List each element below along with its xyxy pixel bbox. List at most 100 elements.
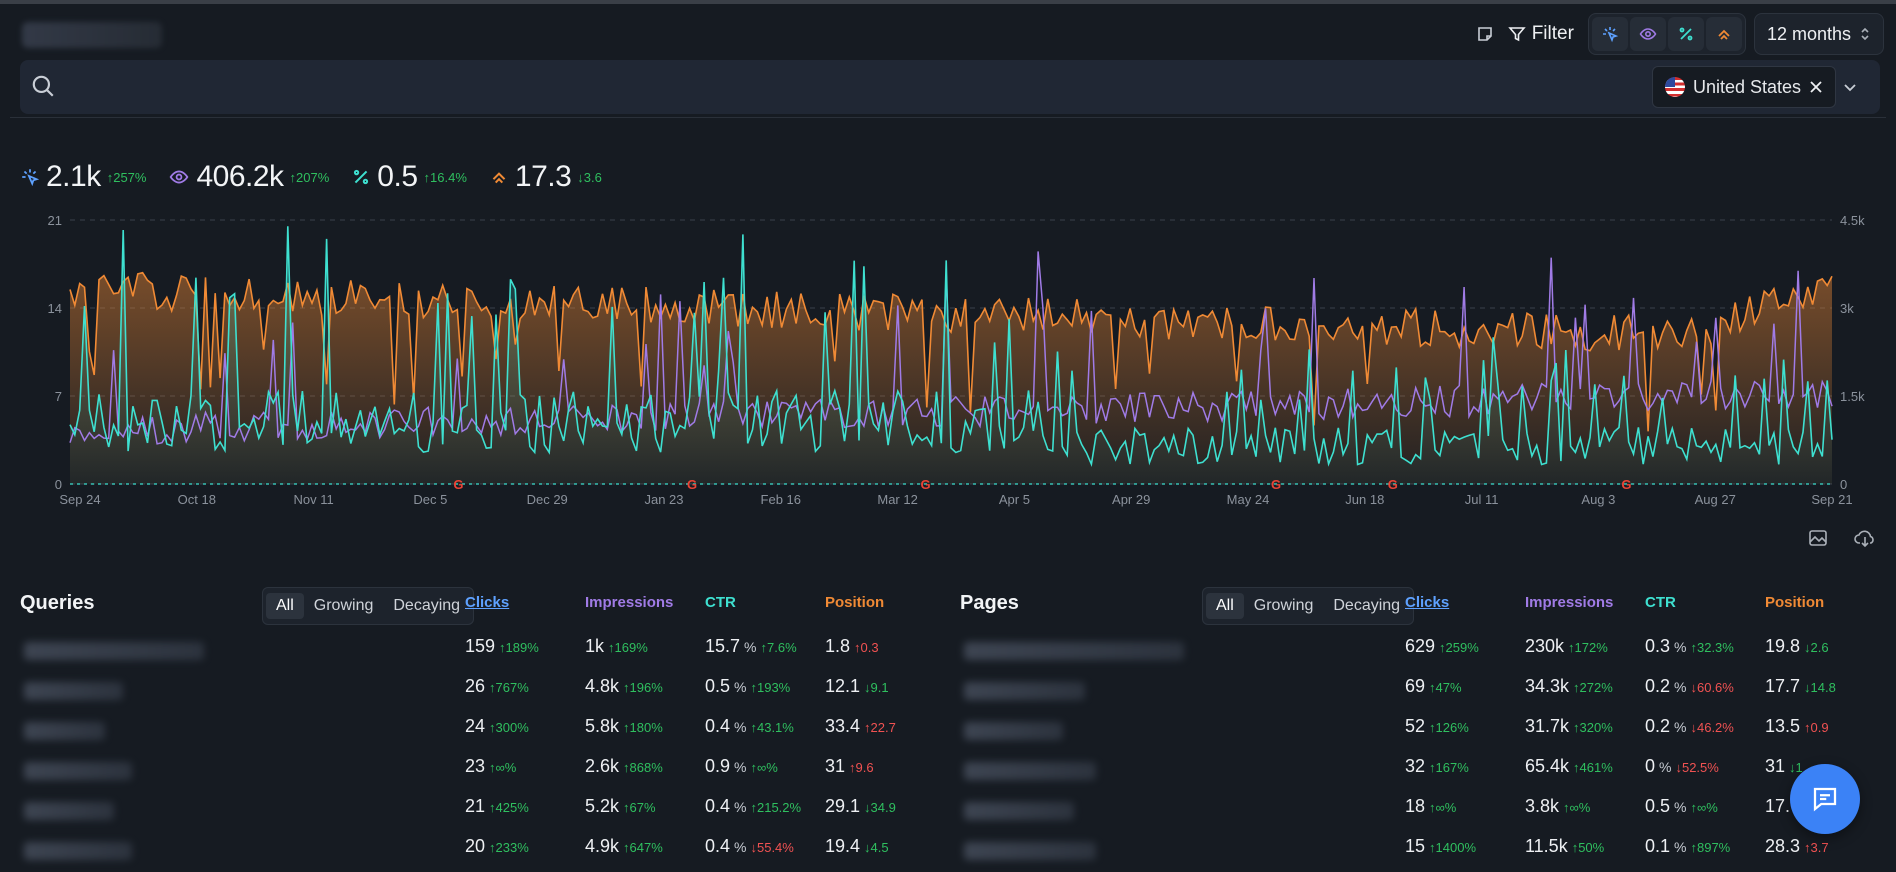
- search-input[interactable]: [72, 70, 1656, 106]
- ctr-line: [69, 226, 1833, 468]
- pages-cell: 31.7k ↑320%: [1525, 716, 1613, 737]
- pages-cell: 0.2% ↓60.6%: [1645, 676, 1734, 697]
- queries-row-label-blurred[interactable]: [24, 682, 123, 700]
- x-tick-label: Oct 18: [178, 492, 216, 507]
- queries-row-label-blurred[interactable]: [24, 802, 114, 820]
- queries-row-label-blurred[interactable]: [24, 762, 132, 780]
- site-name-blurred[interactable]: [22, 22, 162, 48]
- percent-unit: %: [734, 719, 747, 735]
- cell-delta: ↓2.6: [1804, 640, 1829, 655]
- pages-cell: 32 ↑167%: [1405, 756, 1469, 777]
- pages-tab-decaying[interactable]: Decaying: [1333, 597, 1401, 614]
- filter-button[interactable]: Filter: [1502, 17, 1588, 51]
- cell-value: 4.9k: [585, 836, 620, 856]
- toggle-ctr[interactable]: [1667, 17, 1704, 51]
- close-icon[interactable]: [1809, 80, 1823, 94]
- pages-tab-growing[interactable]: Growing: [1253, 597, 1314, 614]
- queries-cell: 12.1 ↓9.1: [825, 676, 889, 697]
- performance-chart[interactable]: 21 4.5k 14 3k 7 1.5k 0 0 Sep 24 Oct 18 Nov 11 Dec …: [0, 206, 1896, 516]
- cell-value: 31: [1765, 756, 1786, 776]
- queries-row-label-blurred[interactable]: [24, 642, 204, 660]
- pages-cell: 34.3k ↑272%: [1525, 676, 1613, 697]
- cell-value: 69: [1405, 676, 1426, 696]
- toolbar: Filter 12 months: [1468, 12, 1896, 56]
- cell-delta: ↑193%: [750, 680, 791, 695]
- queries-col-position[interactable]: Position: [825, 594, 885, 611]
- queries-col-impressions[interactable]: Impressions: [585, 594, 674, 611]
- cell-value: 1.8: [825, 636, 851, 656]
- cell-delta: ↑233%: [489, 840, 529, 855]
- cell-value: 31.7k: [1525, 716, 1570, 736]
- queries-tab-decaying[interactable]: Decaying: [393, 597, 461, 614]
- summary-clicks: 2.1k ↑257%: [20, 160, 146, 194]
- cell-delta: ↓60.6%: [1690, 680, 1734, 695]
- cell-value: 0.2: [1645, 676, 1671, 696]
- pages-cell: 31 ↓1: [1765, 756, 1803, 777]
- queries-cell: 23 ↑∞%: [465, 756, 516, 777]
- pages-row-label-blurred[interactable]: [964, 722, 1063, 740]
- queries-tab-all[interactable]: All: [266, 593, 304, 619]
- queries-cell: 0.4% ↑215.2%: [705, 796, 801, 817]
- pages-cell: 28.3 ↑3.7: [1765, 836, 1829, 857]
- cell-delta: ↑169%: [608, 640, 648, 655]
- cell-delta: ↑767%: [489, 680, 529, 695]
- summary-clicks-delta: ↑257%: [106, 169, 147, 185]
- image-export-icon[interactable]: [1808, 528, 1828, 548]
- queries-title: Queries: [20, 592, 95, 614]
- queries-cell: 1.8 ↑0.3: [825, 636, 879, 657]
- queries-cell: 15.7% ↑7.6%: [705, 636, 797, 657]
- cell-value: 230k: [1525, 636, 1565, 656]
- cell-delta: ↓46.2%: [1690, 720, 1734, 735]
- queries-col-ctr[interactable]: CTR: [705, 594, 736, 611]
- cell-delta: ↓55.4%: [750, 840, 794, 855]
- pages-col-clicks[interactable]: Clicks: [1405, 594, 1450, 611]
- pages-cell: 18 ↑∞%: [1405, 796, 1456, 817]
- cell-value: 23: [465, 756, 486, 776]
- google-update-icon: G: [453, 477, 463, 492]
- note-icon[interactable]: [1468, 17, 1502, 51]
- chat-button[interactable]: [1790, 764, 1860, 834]
- toggle-clicks[interactable]: [1591, 17, 1628, 51]
- queries-row-label-blurred[interactable]: [24, 722, 105, 740]
- pages-row-label-blurred[interactable]: [964, 842, 1096, 860]
- queries-row-label-blurred[interactable]: [24, 842, 132, 860]
- cell-delta: ↑425%: [489, 800, 529, 815]
- x-tick-label: Apr 29: [1112, 492, 1150, 507]
- queries-tab-growing[interactable]: Growing: [313, 597, 374, 614]
- pages-col-impressions[interactable]: Impressions: [1525, 594, 1614, 611]
- cell-value: 26: [465, 676, 486, 696]
- pages-col-position[interactable]: Position: [1765, 594, 1825, 611]
- pages-row-label-blurred[interactable]: [964, 642, 1184, 660]
- cell-value: 0.4: [705, 716, 731, 736]
- pages-row-label-blurred[interactable]: [964, 762, 1096, 780]
- summary-metrics: 2.1k ↑257% 406.2k ↑207% 0.5 ↑16.4% 17.3 …: [20, 160, 602, 194]
- left-tick-label: 0: [55, 477, 62, 492]
- toggle-impressions[interactable]: [1629, 17, 1666, 51]
- cell-delta: ↓4.5: [864, 840, 889, 855]
- x-tick-label: Feb 16: [761, 492, 801, 507]
- date-range-select[interactable]: 12 months: [1753, 13, 1884, 55]
- cell-delta: ↓1: [1789, 760, 1803, 775]
- percent-unit: %: [734, 759, 747, 775]
- chevron-down-icon[interactable]: [1838, 75, 1862, 104]
- toggle-position[interactable]: [1705, 17, 1742, 51]
- queries-cell: 0.9% ↑∞%: [705, 756, 778, 777]
- queries-col-clicks[interactable]: Clicks: [465, 594, 510, 611]
- pages-row-label-blurred[interactable]: [964, 682, 1085, 700]
- country-filter-chip[interactable]: United States: [1652, 66, 1837, 108]
- cell-value: 0.2: [1645, 716, 1671, 736]
- right-tick-label: 0: [1840, 477, 1847, 492]
- search-bar: United States: [20, 60, 1880, 114]
- cell-value: 65.4k: [1525, 756, 1570, 776]
- x-tick-label: Sep 24: [59, 492, 100, 507]
- left-tick-label: 21: [48, 213, 62, 228]
- pages-tab-all[interactable]: All: [1206, 593, 1244, 619]
- queries-cell: 5.2k ↑67%: [585, 796, 656, 817]
- x-tick-label: Jun 18: [1345, 492, 1384, 507]
- cloud-download-icon[interactable]: [1854, 528, 1876, 548]
- cell-delta: ↑3.7: [1804, 840, 1829, 855]
- cell-delta: ↑320%: [1573, 720, 1613, 735]
- pages-cell: 17.7 ↓14.8: [1765, 676, 1836, 697]
- pages-row-label-blurred[interactable]: [964, 802, 1074, 820]
- pages-col-ctr[interactable]: CTR: [1645, 594, 1676, 611]
